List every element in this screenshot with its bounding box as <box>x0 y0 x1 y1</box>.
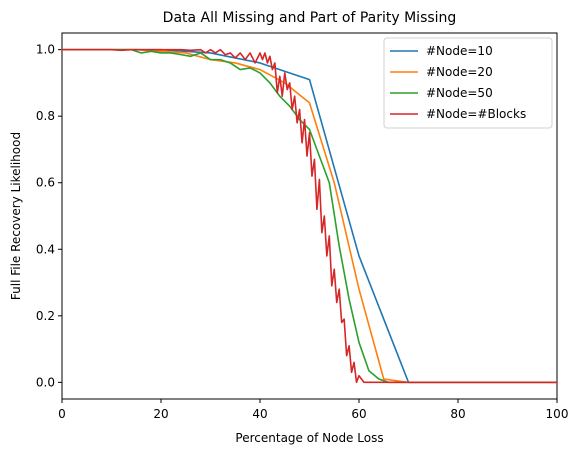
series-line-3 <box>61 48 558 384</box>
legend: #Node=10 #Node=20 #Node=50 #Node=#Blocks <box>383 37 553 129</box>
x-tick-label: 60 <box>351 407 366 421</box>
legend-label: #Node=10 <box>426 44 493 58</box>
series-line-4 <box>61 48 558 384</box>
y-axis-ticks: 0.0 0.2 0.4 0.6 0.8 1.0 <box>36 43 62 389</box>
y-tick-label: 0.8 <box>36 109 55 123</box>
x-tick-label: 20 <box>153 407 168 421</box>
y-tick-label: 0.4 <box>36 242 55 256</box>
chart-title: Data All Missing and Part of Parity Miss… <box>163 10 457 26</box>
x-axis-label: Percentage of Node Loss <box>235 431 383 445</box>
plot-frame <box>61 32 558 400</box>
y-axis-label: Full File Recovery Likelihood <box>9 132 23 300</box>
y-tick-label: 0.0 <box>36 375 55 389</box>
legend-label: #Node=20 <box>426 65 493 79</box>
legend-box <box>383 37 553 129</box>
y-tick-label: 1.0 <box>36 43 55 57</box>
x-tick-label: 40 <box>252 407 267 421</box>
x-tick-label: 100 <box>546 407 569 421</box>
legend-label: #Node=50 <box>426 86 493 100</box>
series-layer <box>61 48 558 384</box>
x-axis-ticks: 0 20 40 60 80 100 <box>58 399 568 421</box>
x-tick-label: 80 <box>450 407 465 421</box>
y-tick-label: 0.6 <box>36 176 55 190</box>
y-tick-label: 0.2 <box>36 309 55 323</box>
legend-label: #Node=#Blocks <box>426 107 526 121</box>
x-tick-label: 0 <box>58 407 66 421</box>
